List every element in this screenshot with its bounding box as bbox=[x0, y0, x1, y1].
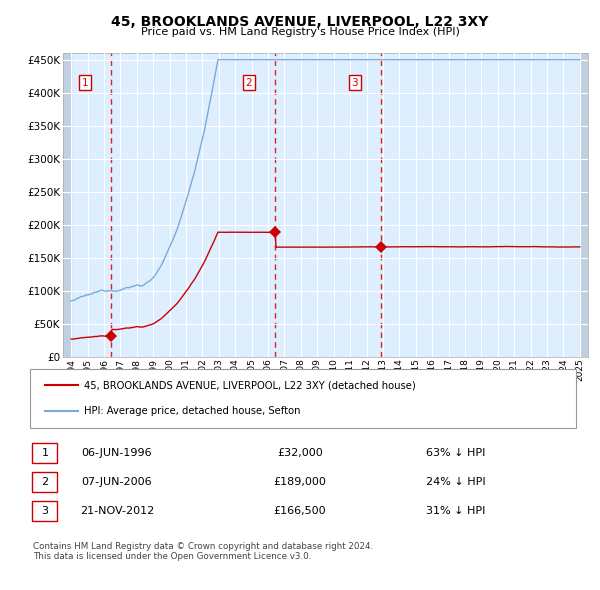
Bar bbox=[63, 53, 71, 357]
Text: HPI: Average price, detached house, Sefton: HPI: Average price, detached house, Seft… bbox=[84, 407, 301, 416]
Text: 07-JUN-2006: 07-JUN-2006 bbox=[82, 477, 152, 487]
Text: 06-JUN-1996: 06-JUN-1996 bbox=[82, 448, 152, 458]
Text: 1: 1 bbox=[82, 78, 88, 88]
Text: 21-NOV-2012: 21-NOV-2012 bbox=[80, 506, 154, 516]
Text: Contains HM Land Registry data © Crown copyright and database right 2024.
This d: Contains HM Land Registry data © Crown c… bbox=[33, 542, 373, 561]
Text: 31% ↓ HPI: 31% ↓ HPI bbox=[427, 506, 485, 516]
Text: Price paid vs. HM Land Registry's House Price Index (HPI): Price paid vs. HM Land Registry's House … bbox=[140, 27, 460, 37]
Bar bbox=[580, 53, 588, 357]
Text: 2: 2 bbox=[41, 477, 49, 487]
Text: £166,500: £166,500 bbox=[274, 506, 326, 516]
Text: 45, BROOKLANDS AVENUE, LIVERPOOL, L22 3XY: 45, BROOKLANDS AVENUE, LIVERPOOL, L22 3X… bbox=[112, 15, 488, 29]
Text: £189,000: £189,000 bbox=[274, 477, 326, 487]
Text: 2: 2 bbox=[246, 78, 253, 88]
Text: 24% ↓ HPI: 24% ↓ HPI bbox=[426, 477, 486, 487]
Text: 63% ↓ HPI: 63% ↓ HPI bbox=[427, 448, 485, 458]
Text: £32,000: £32,000 bbox=[277, 448, 323, 458]
Text: 3: 3 bbox=[352, 78, 358, 88]
Text: 1: 1 bbox=[41, 448, 49, 458]
Text: 45, BROOKLANDS AVENUE, LIVERPOOL, L22 3XY (detached house): 45, BROOKLANDS AVENUE, LIVERPOOL, L22 3X… bbox=[84, 381, 416, 390]
Text: 3: 3 bbox=[41, 506, 49, 516]
